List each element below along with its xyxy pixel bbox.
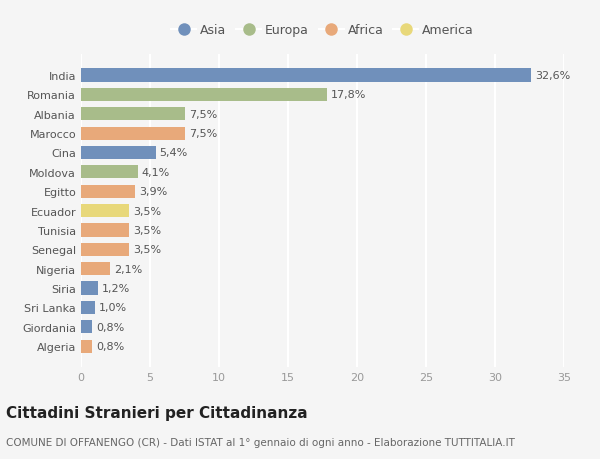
Bar [81,166,137,179]
Bar [81,301,95,314]
Text: 3,5%: 3,5% [133,206,161,216]
Text: 0,8%: 0,8% [96,322,124,332]
Bar [81,89,326,102]
Text: 3,9%: 3,9% [139,187,167,197]
Text: 5,4%: 5,4% [160,148,188,158]
Bar [81,205,130,218]
Text: 7,5%: 7,5% [188,110,217,119]
Text: 2,1%: 2,1% [114,264,142,274]
Bar [81,127,185,140]
Text: 4,1%: 4,1% [142,168,170,178]
Bar [81,320,92,334]
Legend: Asia, Europa, Africa, America: Asia, Europa, Africa, America [171,24,474,37]
Bar [81,243,130,257]
Text: 0,8%: 0,8% [96,341,124,352]
Text: 17,8%: 17,8% [331,90,366,100]
Text: Cittadini Stranieri per Cittadinanza: Cittadini Stranieri per Cittadinanza [6,405,308,420]
Bar [81,340,92,353]
Text: COMUNE DI OFFANENGO (CR) - Dati ISTAT al 1° gennaio di ogni anno - Elaborazione : COMUNE DI OFFANENGO (CR) - Dati ISTAT al… [6,437,515,448]
Bar [81,185,135,198]
Text: 3,5%: 3,5% [133,225,161,235]
Text: 3,5%: 3,5% [133,245,161,255]
Bar [81,69,531,83]
Bar [81,224,130,237]
Text: 7,5%: 7,5% [188,129,217,139]
Bar [81,263,110,276]
Bar [81,146,155,160]
Text: 32,6%: 32,6% [535,71,570,81]
Bar [81,108,185,121]
Bar [81,282,98,295]
Text: 1,2%: 1,2% [102,284,130,293]
Text: 1,0%: 1,0% [99,303,127,313]
